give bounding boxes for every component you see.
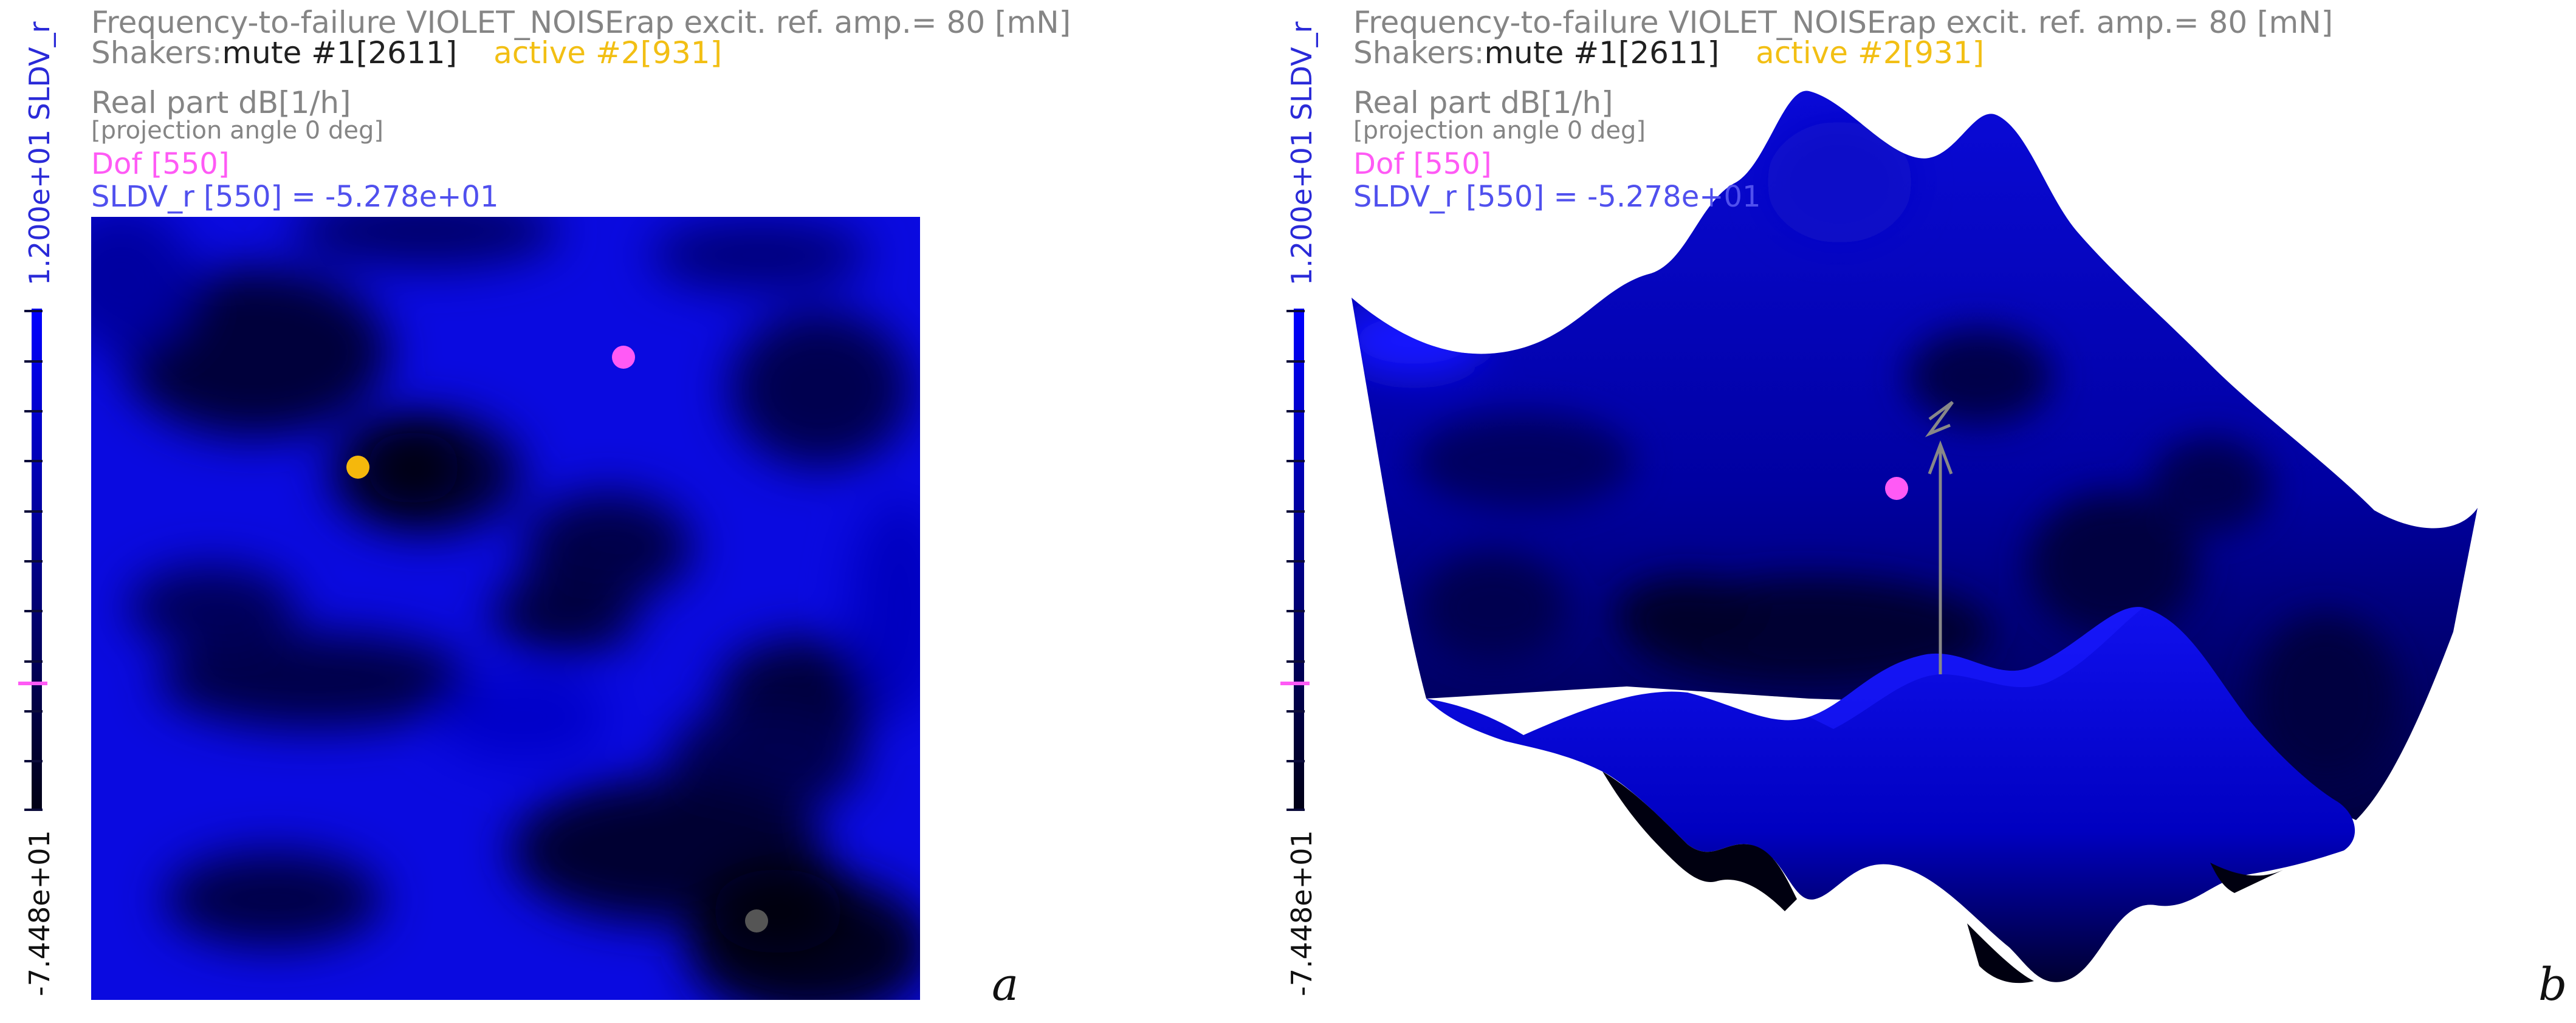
colorbar-max-label: 1.200e+01 SLDV_r bbox=[1285, 21, 1318, 286]
colorbar-ticks bbox=[1286, 310, 1305, 811]
surface-back bbox=[1352, 91, 2478, 820]
surface-front bbox=[1426, 607, 2355, 984]
panel-a: Frequency-to-failure VIOLET_NOISErap exc… bbox=[0, 0, 1276, 1023]
mute-shaker-label: mute #1[2611] bbox=[1484, 35, 1720, 70]
projection-label: [projection angle 0 deg] bbox=[1353, 117, 1646, 145]
quantity-label: Real part dB[1/h] bbox=[1353, 85, 1613, 120]
mute-shaker-marker[interactable] bbox=[745, 909, 768, 932]
dof-marker[interactable] bbox=[1885, 477, 1908, 500]
colorbar-min-label: -7.448e+01 bbox=[1285, 830, 1318, 996]
dof-label: Dof [550] bbox=[91, 147, 230, 181]
dof-value: SLDV_r [550] = -5.278e+01 bbox=[1353, 180, 1761, 214]
colorbar-ticks bbox=[24, 310, 43, 811]
active-shaker-label: active #2[931] bbox=[1756, 35, 1985, 70]
panel-a-graphics bbox=[18, 217, 920, 1000]
plot-title: Frequency-to-failure VIOLET_NOISErap exc… bbox=[91, 5, 1071, 40]
shakers-prefix: Shakers: bbox=[91, 35, 222, 70]
shakers-line: Shakers:mute #1[2611] active #2[931] bbox=[1353, 35, 1984, 70]
active-shaker-marker[interactable] bbox=[346, 456, 369, 479]
panel-label-a: a bbox=[992, 959, 1019, 1011]
dof-value: SLDV_r [550] = -5.278e+01 bbox=[91, 180, 499, 214]
dof-marker[interactable] bbox=[612, 346, 635, 369]
colorbar-max-label: 1.200e+01 SLDV_r bbox=[23, 21, 56, 286]
shakers-line: Shakers:mute #1[2611] active #2[931] bbox=[91, 35, 722, 70]
heatmap bbox=[91, 217, 920, 1000]
colorbar-min-label: -7.448e+01 bbox=[23, 830, 56, 996]
active-shaker-label: active #2[931] bbox=[493, 35, 723, 70]
panel-b-graphics bbox=[1280, 91, 2478, 984]
plot-title: Frequency-to-failure VIOLET_NOISErap exc… bbox=[1353, 5, 2334, 40]
colorbar bbox=[1294, 309, 1304, 810]
z-axis-arrow bbox=[1925, 400, 1954, 674]
colorbar bbox=[32, 309, 42, 810]
projection-label: [projection angle 0 deg] bbox=[91, 117, 383, 145]
dof-label: Dof [550] bbox=[1353, 147, 1492, 181]
quantity-label: Real part dB[1/h] bbox=[91, 85, 351, 120]
mute-shaker-label: mute #1[2611] bbox=[222, 35, 458, 70]
shakers-prefix: Shakers: bbox=[1353, 35, 1485, 70]
panel-b: Frequency-to-failure VIOLET_NOISErap exc… bbox=[1262, 0, 2567, 1023]
panel-label-b: b bbox=[2538, 959, 2567, 1011]
